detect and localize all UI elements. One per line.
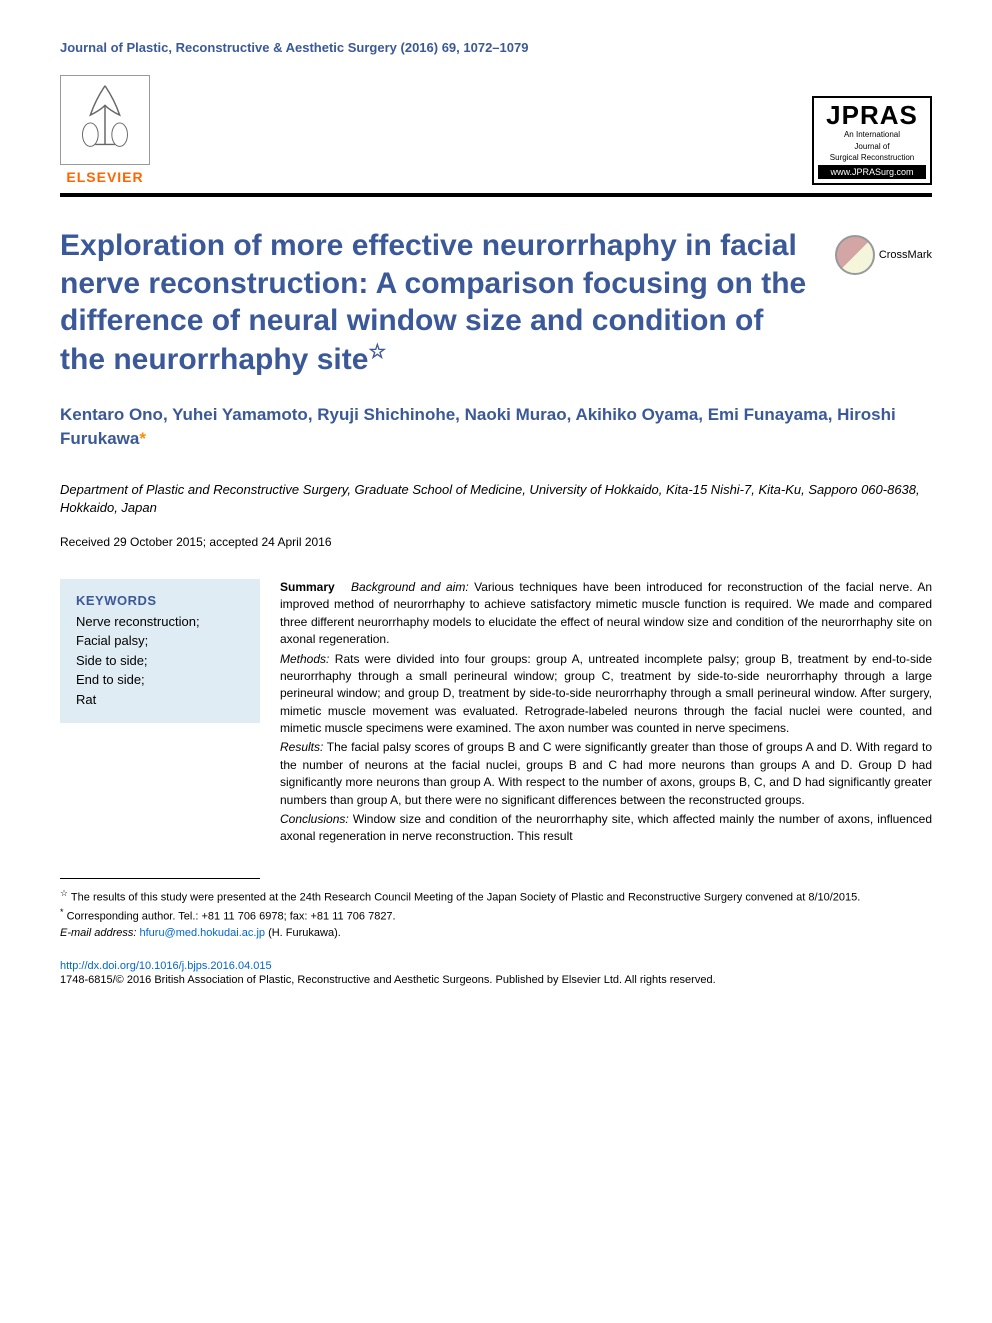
abstract-conclusions: Conclusions: Window size and condition o…	[280, 811, 932, 846]
content-row: KEYWORDS Nerve reconstruction; Facial pa…	[60, 579, 932, 848]
jpras-url: www.JPRASurg.com	[818, 165, 926, 179]
conclusions-text: Window size and condition of the neurorr…	[280, 812, 932, 843]
footnote-star-marker: ☆	[60, 888, 68, 898]
logos-row: ELSEVIER JPRAS An International Journal …	[60, 75, 932, 185]
jpras-sub2: Journal of	[818, 142, 926, 152]
elsevier-tree-icon	[60, 75, 150, 165]
email-label: E-mail address:	[60, 927, 139, 939]
doi-link[interactable]: http://dx.doi.org/10.1016/j.bjps.2016.04…	[60, 960, 932, 972]
results-label: Results:	[280, 740, 323, 754]
keywords-box: KEYWORDS Nerve reconstruction; Facial pa…	[60, 579, 260, 724]
summary-label: Summary	[280, 580, 335, 594]
email-suffix: (H. Furukawa).	[265, 927, 341, 939]
keywords-heading: KEYWORDS	[76, 593, 244, 608]
keyword-item: End to side;	[76, 670, 244, 690]
keyword-item: Side to side;	[76, 651, 244, 671]
header-divider	[60, 193, 932, 197]
journal-header: Journal of Plastic, Reconstructive & Aes…	[60, 40, 932, 55]
crossmark-icon	[835, 235, 875, 275]
abstract-results: Results: The facial palsy scores of grou…	[280, 739, 932, 809]
footnote-corresponding: * Corresponding author. Tel.: +81 11 706…	[60, 906, 932, 925]
background-label: Background and aim:	[351, 580, 469, 594]
keyword-item: Rat	[76, 690, 244, 710]
title-text: Exploration of more effective neurorrhap…	[60, 229, 806, 376]
elsevier-logo[interactable]: ELSEVIER	[60, 75, 150, 185]
abstract-background: Summary Background and aim: Various tech…	[280, 579, 932, 649]
methods-text: Rats were divided into four groups: grou…	[280, 652, 932, 736]
elsevier-text: ELSEVIER	[66, 169, 143, 185]
article-dates: Received 29 October 2015; accepted 24 Ap…	[60, 535, 932, 549]
footer-divider	[60, 878, 260, 879]
jpras-title: JPRAS	[818, 102, 926, 128]
conclusions-label: Conclusions:	[280, 812, 349, 826]
corresponding-author-marker: *	[139, 429, 146, 448]
results-text: The facial palsy scores of groups B and …	[280, 740, 932, 806]
keyword-item: Nerve reconstruction;	[76, 612, 244, 632]
authors-text: Kentaro Ono, Yuhei Yamamoto, Ryuji Shich…	[60, 405, 896, 448]
footnotes: ☆ The results of this study were present…	[60, 887, 932, 942]
jpras-logo[interactable]: JPRAS An International Journal of Surgic…	[812, 96, 932, 185]
jpras-sub1: An International	[818, 130, 926, 140]
abstract: Summary Background and aim: Various tech…	[280, 579, 932, 848]
crossmark-label: CrossMark	[879, 249, 932, 261]
authors-list: Kentaro Ono, Yuhei Yamamoto, Ryuji Shich…	[60, 403, 932, 451]
footnote-presentation: ☆ The results of this study were present…	[60, 887, 932, 906]
footnote-corr-text: Corresponding author. Tel.: +81 11 706 6…	[64, 911, 396, 923]
methods-label: Methods:	[280, 652, 329, 666]
article-title: Exploration of more effective neurorrhap…	[60, 227, 815, 378]
crossmark-badge[interactable]: CrossMark	[835, 235, 932, 275]
email-link[interactable]: hfuru@med.hokudai.ac.jp	[139, 927, 265, 939]
affiliation: Department of Plastic and Reconstructive…	[60, 481, 932, 517]
title-row: Exploration of more effective neurorrhap…	[60, 227, 932, 378]
footnote-star-text: The results of this study were presented…	[68, 891, 860, 903]
keywords-list: Nerve reconstruction; Facial palsy; Side…	[76, 612, 244, 710]
jpras-sub3: Surgical Reconstruction	[818, 153, 926, 163]
abstract-methods: Methods: Rats were divided into four gro…	[280, 651, 932, 738]
title-star-marker: ☆	[368, 341, 386, 363]
footnote-email: E-mail address: hfuru@med.hokudai.ac.jp …	[60, 925, 932, 942]
copyright-text: 1748-6815/© 2016 British Association of …	[60, 974, 932, 986]
keyword-item: Facial palsy;	[76, 631, 244, 651]
